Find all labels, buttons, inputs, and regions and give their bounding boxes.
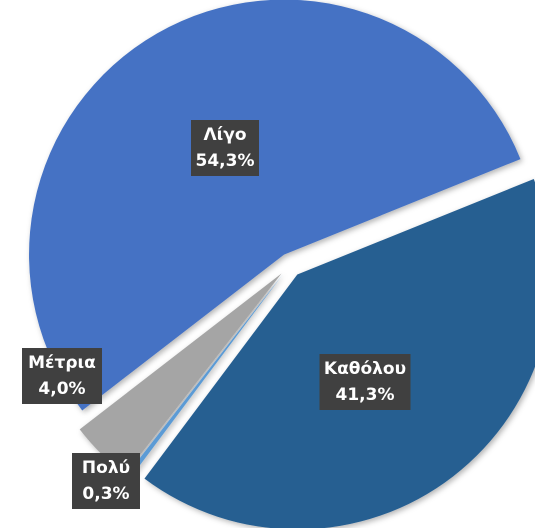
pie-slice bbox=[144, 178, 535, 528]
label-box bbox=[72, 453, 140, 509]
pie-slice bbox=[79, 273, 282, 475]
slice-label: Καθόλου bbox=[324, 359, 406, 379]
pie bbox=[29, 0, 535, 528]
value-label: 0,3% bbox=[82, 484, 129, 504]
pie-slice bbox=[126, 274, 283, 479]
value-label: 4,0% bbox=[38, 379, 85, 399]
slice-label: Λίγο bbox=[203, 125, 246, 145]
slice-label: Μέτρια bbox=[28, 353, 96, 373]
labels: Καθόλου 41,3% Πολύ 0,3% Μέτρια 4,0% Λίγο 54,3% bbox=[22, 120, 411, 509]
pie-slice bbox=[29, 0, 521, 411]
value-label: 54,3% bbox=[196, 151, 255, 171]
slice-label: Πολύ bbox=[82, 458, 130, 478]
label-box bbox=[319, 354, 411, 410]
value-label: 41,3% bbox=[336, 385, 395, 405]
label-box bbox=[22, 348, 102, 404]
label-box bbox=[191, 120, 259, 176]
